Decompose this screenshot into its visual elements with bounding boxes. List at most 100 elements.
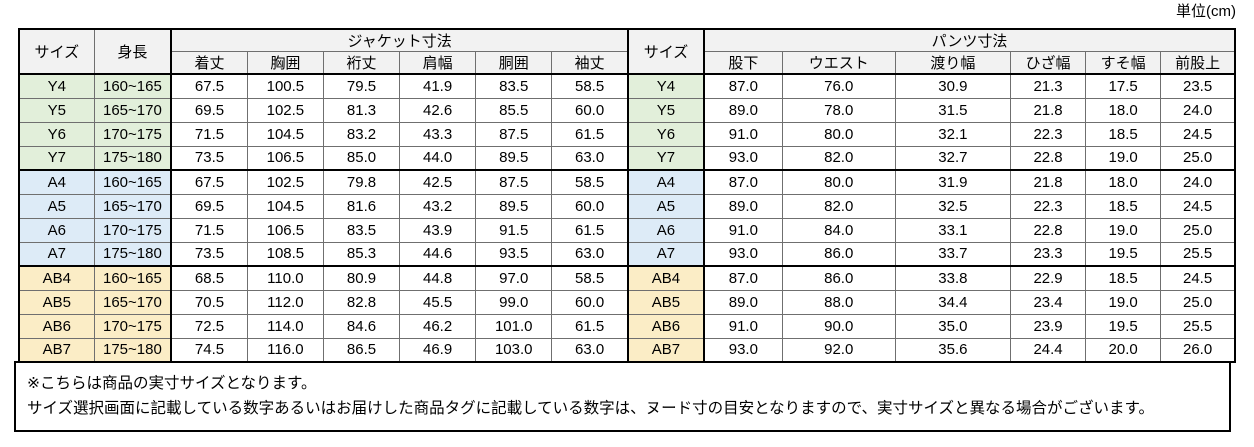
- size-cell: A7: [18, 241, 95, 267]
- pants-value-cell: 18.5: [1085, 193, 1162, 219]
- pants-value-cell: 87.0: [703, 169, 783, 195]
- jacket-value-cell: 81.3: [322, 97, 401, 123]
- size-table-body: Y4 160~165 67.5 100.5 79.5 41.9 83.5 58.5 Y4 87.0…: [18, 73, 1236, 363]
- pants-value-cell: 32.1: [894, 121, 1011, 147]
- size-chart-header: サイズ 身長 ジャケット寸法 サイズ パンツ寸法 着丈 胸囲 裄丈 肩幅 胴囲 …: [18, 28, 1236, 75]
- pants-value-cell: 23.9: [1009, 313, 1087, 339]
- pants-value-cell: 92.0: [781, 337, 896, 363]
- jacket-value-cell: 83.2: [322, 121, 401, 147]
- pants-value-cell: 25.0: [1160, 217, 1236, 243]
- size-cell: A5: [18, 193, 95, 219]
- pants-value-cell: 93.0: [703, 241, 783, 267]
- table-row: A7 175~180 73.5 108.5 85.3 44.6 93.5 63.0 A7 93.0…: [18, 241, 1236, 267]
- jacket-value-cell: 85.3: [322, 241, 401, 267]
- height-cell: 175~180: [93, 241, 172, 267]
- note-line: サイズ選択画面に記載している数字あるいはお届けした商品タグに記載している数字は、…: [27, 400, 1155, 417]
- pants-value-cell: 19.5: [1085, 313, 1162, 339]
- table-row: AB5 165~170 70.5 112.0 82.8 45.5 99.0 60.0 AB5 89…: [18, 289, 1236, 315]
- jacket-value-cell: 89.5: [475, 145, 553, 171]
- jacket-value-cell: 79.8: [322, 169, 401, 195]
- size-column-header: サイズ: [18, 28, 95, 75]
- pants-value-cell: 35.6: [894, 337, 1011, 363]
- jacket-value-cell: 112.0: [246, 289, 324, 315]
- pants-value-cell: 23.5: [1160, 73, 1236, 99]
- pants-value-cell: 76.0: [781, 73, 896, 99]
- pants-value-cell: 18.0: [1085, 97, 1162, 123]
- jacket-value-cell: 91.5: [475, 217, 553, 243]
- table-row: A6 170~175 71.5 106.5 83.5 43.9 91.5 61.5 A6 91.0…: [18, 217, 1236, 243]
- pants-value-cell: 93.0: [703, 145, 783, 171]
- table-row: AB7 175~180 74.5 116.0 86.5 46.9 103.0 63.0 AB7 9…: [18, 337, 1236, 363]
- jacket-value-cell: 61.5: [551, 121, 629, 147]
- pants-value-cell: 31.9: [894, 169, 1011, 195]
- pants-value-cell: 23.3: [1009, 241, 1087, 267]
- jacket-value-cell: 73.5: [170, 241, 248, 267]
- pants-value-cell: 24.5: [1160, 265, 1236, 291]
- jacket-value-cell: 69.5: [170, 193, 248, 219]
- jacket-value-cell: 44.8: [399, 265, 477, 291]
- jacket-value-cell: 71.5: [170, 217, 248, 243]
- table-row: AB4 160~165 68.5 110.0 80.9 44.8 97.0 58.5 AB4 87…: [18, 265, 1236, 291]
- jacket-value-cell: 67.5: [170, 73, 248, 99]
- size-cell-2: AB4: [626, 265, 705, 291]
- pants-value-cell: 24.0: [1160, 169, 1236, 195]
- pants-value-cell: 17.5: [1085, 73, 1162, 99]
- jacket-value-cell: 89.5: [475, 193, 553, 219]
- size-cell: AB7: [18, 337, 95, 363]
- size-cell: Y4: [18, 73, 95, 99]
- height-cell: 175~180: [93, 145, 172, 171]
- height-cell: 160~165: [93, 265, 172, 291]
- jacket-value-cell: 79.5: [322, 73, 401, 99]
- size-cell: AB6: [18, 313, 95, 339]
- table-row: Y5 165~170 69.5 102.5 81.3 42.6 85.5 60.0 Y5 89.0…: [18, 97, 1236, 123]
- pants-value-cell: 19.0: [1085, 145, 1162, 171]
- jacket-group-header: ジャケット寸法: [170, 28, 629, 52]
- jacket-value-cell: 71.5: [170, 121, 248, 147]
- jacket-value-cell: 83.5: [475, 73, 553, 99]
- jacket-subheader: 着丈: [170, 51, 248, 75]
- height-cell: 165~170: [93, 97, 172, 123]
- size-cell: A6: [18, 217, 95, 243]
- pants-value-cell: 89.0: [703, 289, 783, 315]
- pants-value-cell: 87.0: [703, 265, 783, 291]
- pants-value-cell: 31.5: [894, 97, 1011, 123]
- pants-value-cell: 34.4: [894, 289, 1011, 315]
- size-cell-2: Y7: [626, 145, 705, 171]
- table-row: Y7 175~180 73.5 106.5 85.0 44.0 89.5 63.0 Y7 93.0…: [18, 145, 1236, 171]
- height-cell: 160~165: [93, 169, 172, 195]
- jacket-value-cell: 85.5: [475, 97, 553, 123]
- jacket-value-cell: 60.0: [551, 193, 629, 219]
- jacket-value-cell: 102.5: [246, 169, 324, 195]
- size-cell: Y7: [18, 145, 95, 171]
- size-cell-2: A4: [626, 169, 705, 195]
- jacket-value-cell: 87.5: [475, 169, 553, 195]
- jacket-value-cell: 81.6: [322, 193, 401, 219]
- jacket-value-cell: 43.2: [399, 193, 477, 219]
- jacket-value-cell: 114.0: [246, 313, 324, 339]
- size-cell-2: A7: [626, 241, 705, 267]
- jacket-value-cell: 58.5: [551, 169, 629, 195]
- jacket-value-cell: 58.5: [551, 73, 629, 99]
- pants-value-cell: 30.9: [894, 73, 1011, 99]
- jacket-value-cell: 68.5: [170, 265, 248, 291]
- pants-value-cell: 86.0: [781, 241, 896, 267]
- pants-value-cell: 84.0: [781, 217, 896, 243]
- jacket-value-cell: 116.0: [246, 337, 324, 363]
- jacket-value-cell: 87.5: [475, 121, 553, 147]
- pants-value-cell: 91.0: [703, 217, 783, 243]
- jacket-value-cell: 102.5: [246, 97, 324, 123]
- pants-value-cell: 22.8: [1009, 217, 1087, 243]
- pants-value-cell: 22.3: [1009, 193, 1087, 219]
- size-cell-2: AB7: [626, 337, 705, 363]
- pants-value-cell: 86.0: [781, 265, 896, 291]
- jacket-value-cell: 85.0: [322, 145, 401, 171]
- pants-value-cell: 33.7: [894, 241, 1011, 267]
- jacket-value-cell: 63.0: [551, 145, 629, 171]
- table-row: Y6 170~175 71.5 104.5 83.2 43.3 87.5 61.5 Y6 91.0…: [18, 121, 1236, 147]
- jacket-value-cell: 46.9: [399, 337, 477, 363]
- pants-value-cell: 87.0: [703, 73, 783, 99]
- table-row: A4 160~165 67.5 102.5 79.8 42.5 87.5 58.5 A4 87.0…: [18, 169, 1236, 195]
- pants-value-cell: 20.0: [1085, 337, 1162, 363]
- jacket-value-cell: 74.5: [170, 337, 248, 363]
